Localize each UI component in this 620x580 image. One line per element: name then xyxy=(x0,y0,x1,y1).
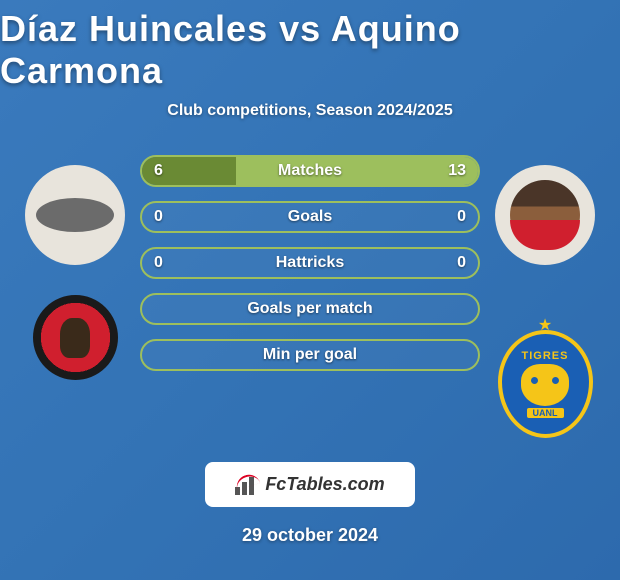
stat-right-value: 0 xyxy=(457,208,466,226)
stat-right-value: 13 xyxy=(448,162,466,180)
brand-badge: FcTables.com xyxy=(205,462,414,507)
stat-left-value: 0 xyxy=(154,208,163,226)
left-team-badge xyxy=(33,295,118,380)
right-team-badge: ★ TIGRES UANL xyxy=(495,315,595,440)
stat-label: Goals per match xyxy=(247,300,372,318)
stat-label: Matches xyxy=(278,162,342,180)
date-text: 29 october 2024 xyxy=(242,525,378,546)
stat-bar: Min per goal xyxy=(140,339,480,371)
subtitle: Club competitions, Season 2024/2025 xyxy=(167,102,452,120)
right-player-avatar xyxy=(495,165,595,265)
stat-label: Goals xyxy=(288,208,332,226)
stat-bar: 6 Matches 13 xyxy=(140,155,480,187)
stat-fill-right xyxy=(236,157,478,185)
stat-label: Hattricks xyxy=(276,254,344,272)
brand-text: FcTables.com xyxy=(265,474,384,495)
stat-left-value: 6 xyxy=(154,162,163,180)
left-player-column xyxy=(15,165,135,380)
stat-bar: 0 Goals 0 xyxy=(140,201,480,233)
page-title: Díaz Huincales vs Aquino Carmona xyxy=(0,8,620,92)
left-player-avatar xyxy=(25,165,125,265)
stats-column: 6 Matches 13 0 Goals 0 0 Hattricks 0 Goals per ma… xyxy=(135,155,485,371)
silhouette-icon xyxy=(36,198,114,232)
comparison-row: 6 Matches 13 0 Goals 0 0 Hattricks 0 Goals per ma… xyxy=(0,155,620,440)
tigres-text-top: TIGRES xyxy=(522,350,569,362)
tijuana-dog-icon xyxy=(60,318,90,358)
player-face-icon xyxy=(510,180,580,250)
stat-right-value: 0 xyxy=(457,254,466,272)
stat-bar: Goals per match xyxy=(140,293,480,325)
right-player-column: ★ TIGRES UANL xyxy=(485,165,605,440)
stat-label: Min per goal xyxy=(263,346,357,364)
infographic-root: Díaz Huincales vs Aquino Carmona Club co… xyxy=(0,0,620,580)
tigres-shield-icon: TIGRES UANL xyxy=(498,330,593,438)
fctables-logo-icon xyxy=(235,475,259,495)
tigres-text-bottom: UANL xyxy=(527,408,564,418)
tiger-face-icon xyxy=(521,364,569,406)
stat-left-value: 0 xyxy=(154,254,163,272)
stat-bar: 0 Hattricks 0 xyxy=(140,247,480,279)
